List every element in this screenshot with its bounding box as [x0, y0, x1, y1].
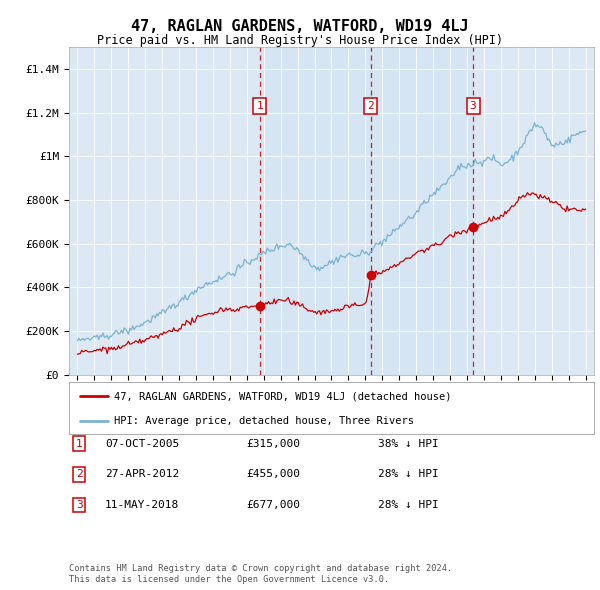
Text: 38% ↓ HPI: 38% ↓ HPI: [378, 439, 439, 448]
Text: £677,000: £677,000: [246, 500, 300, 510]
Text: 2: 2: [368, 101, 374, 111]
Text: Contains HM Land Registry data © Crown copyright and database right 2024.: Contains HM Land Registry data © Crown c…: [69, 565, 452, 573]
Text: 28% ↓ HPI: 28% ↓ HPI: [378, 470, 439, 479]
Text: 07-OCT-2005: 07-OCT-2005: [105, 439, 179, 448]
Text: 1: 1: [256, 101, 263, 111]
Text: HPI: Average price, detached house, Three Rivers: HPI: Average price, detached house, Thre…: [113, 416, 413, 425]
Text: 3: 3: [470, 101, 476, 111]
Text: £315,000: £315,000: [246, 439, 300, 448]
Bar: [371, 47, 473, 375]
Text: 3: 3: [76, 500, 83, 510]
Text: 1: 1: [76, 439, 83, 448]
Text: Price paid vs. HM Land Registry's House Price Index (HPI): Price paid vs. HM Land Registry's House …: [97, 34, 503, 47]
Text: £455,000: £455,000: [246, 470, 300, 479]
Text: 47, RAGLAN GARDENS, WATFORD, WD19 4LJ (detached house): 47, RAGLAN GARDENS, WATFORD, WD19 4LJ (d…: [113, 391, 451, 401]
Text: 47, RAGLAN GARDENS, WATFORD, WD19 4LJ: 47, RAGLAN GARDENS, WATFORD, WD19 4LJ: [131, 19, 469, 34]
Text: 27-APR-2012: 27-APR-2012: [105, 470, 179, 479]
Text: 11-MAY-2018: 11-MAY-2018: [105, 500, 179, 510]
Text: 28% ↓ HPI: 28% ↓ HPI: [378, 500, 439, 510]
Text: 2: 2: [76, 470, 83, 479]
Bar: [260, 47, 371, 375]
Text: This data is licensed under the Open Government Licence v3.0.: This data is licensed under the Open Gov…: [69, 575, 389, 584]
